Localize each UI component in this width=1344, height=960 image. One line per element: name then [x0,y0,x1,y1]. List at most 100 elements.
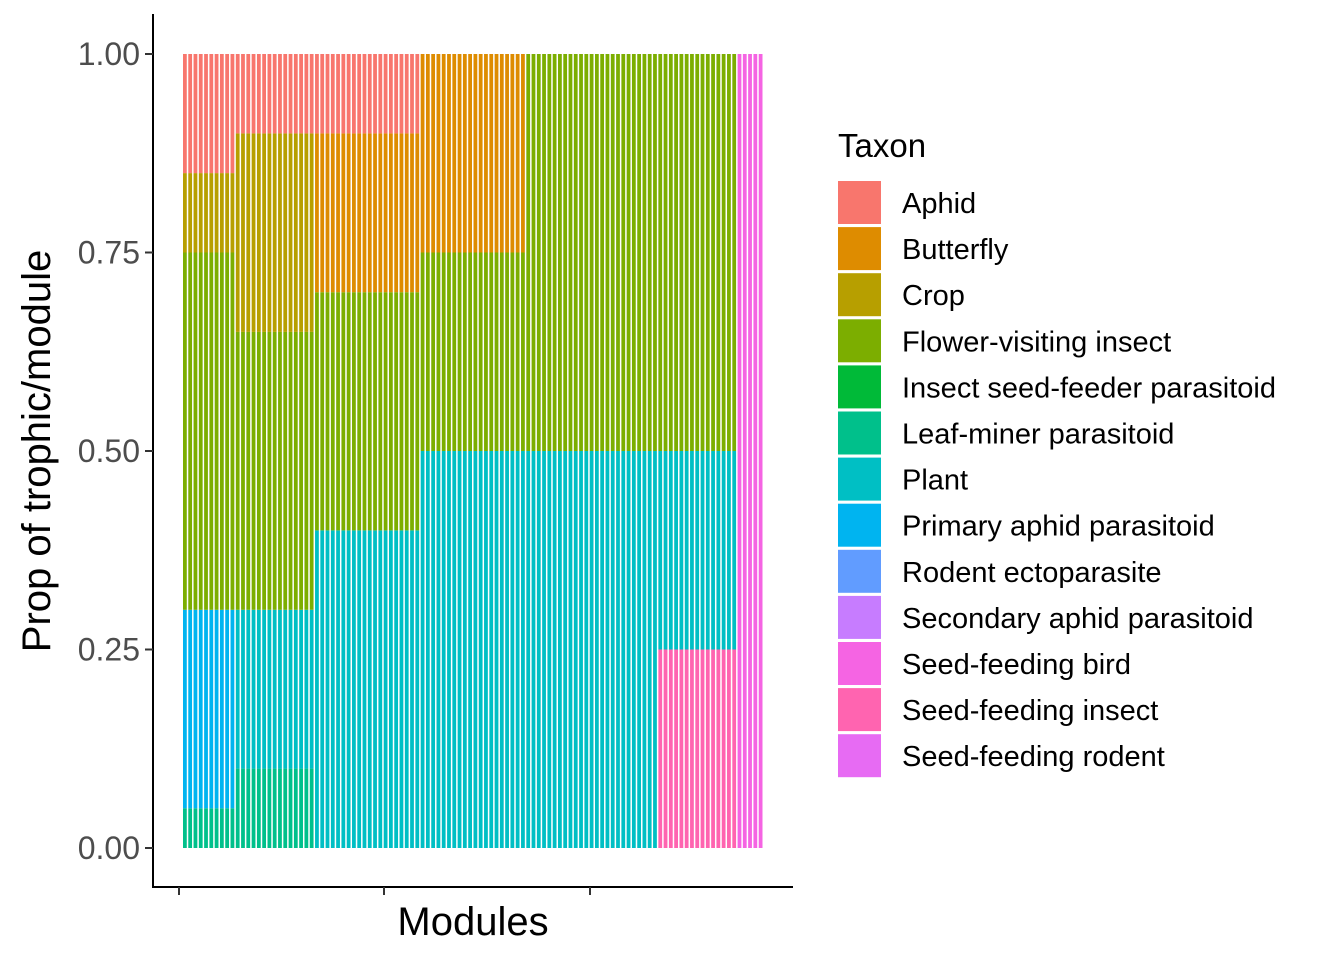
bar-segment [346,54,351,134]
bar-segment [204,173,208,253]
bar-segment [225,54,230,174]
bar-segment [510,451,515,848]
bar-segment [230,252,235,610]
bar-segment [616,451,620,848]
bar-segment [684,54,689,451]
bar-segment [235,331,240,610]
bar-segment [499,54,504,253]
bar-segment [214,609,219,809]
bar-segment [526,54,531,451]
bar-segment [410,133,414,293]
bar-segment [705,54,710,451]
bar-segment [267,54,272,134]
bar-segment [711,54,715,451]
bar-segment [336,54,340,134]
bar-segment [394,54,399,134]
bar-segment [325,54,330,134]
bar-segment [727,54,731,451]
bar-segment [679,649,684,848]
bar-segment [547,54,552,451]
bar-segment [204,808,208,848]
bar-segment [251,54,256,134]
bar-segment [420,252,425,451]
bar-segment [579,54,583,451]
bar-segment [563,451,568,848]
bar-segment [753,54,758,848]
bar-segment [373,530,377,848]
bar-segment [288,133,293,332]
bar-segment [320,54,325,134]
bar-segment [293,331,298,610]
bar-segment [716,54,721,451]
bar-segment [605,451,610,848]
legend-label: Butterfly [902,234,1009,266]
legend-key [838,365,881,409]
bar-segment [399,530,404,848]
bar-segment [378,133,383,293]
bar-segment [388,530,393,848]
bar-segment [262,331,267,610]
bar-segment [230,173,235,253]
bar-segment [568,451,573,848]
bar-segment [315,530,319,848]
bar-segment [558,451,562,848]
bar-segment [647,451,652,848]
bar-segment [309,54,314,134]
bar-segment [658,54,663,451]
bar-segment [241,609,245,769]
bar-segment [705,649,710,848]
bar-segment [225,173,230,253]
bar-segment [621,451,626,848]
bar-segment [283,609,288,769]
bar-segment [721,649,726,848]
legend-key [838,181,881,224]
bar-segment [441,451,446,848]
legend-key [838,411,881,455]
bar-segment [362,54,367,134]
bar-segment [447,54,451,253]
bar-segment [315,292,319,531]
bar-segment [241,54,245,134]
bar-segment [610,54,615,451]
bar-segment [573,451,578,848]
bar-segment [256,54,261,134]
bar-segment [684,451,689,650]
bar-segment [695,451,700,650]
bar-segment [690,649,694,848]
bar-segment [515,252,520,451]
bar-segment [357,530,362,848]
bar-segment [695,54,700,451]
bar-segment [626,451,631,848]
bar-segment [484,54,488,253]
y-tick-label: 0.00 [78,830,140,866]
bar-segment [219,252,224,610]
bar-segment [388,292,393,531]
bar-segment [278,331,282,610]
bar-segment [251,609,256,769]
bar-segment [193,808,198,848]
bar-segment [521,451,525,848]
bar-segment [309,331,314,610]
bar-segment [293,54,298,134]
bar-segment [441,54,446,253]
bar-segment [246,133,251,332]
bar-segment [399,54,404,134]
bar-segment [727,649,731,848]
bar-segment [515,451,520,848]
bar-segment [721,451,726,650]
legend-label: Seed-feeding bird [902,649,1131,681]
bar-segment [241,331,245,610]
bar-segment [256,609,261,769]
bar-segment [288,609,293,769]
bar-segment [383,133,388,293]
bar-segment [299,133,303,332]
bar-segment [278,133,282,332]
y-axis-ticks: 0.00 0.25 0.50 0.75 1.00 [78,36,153,866]
bar-segment [235,768,240,848]
bar-segment [732,649,737,848]
bar-segment [309,768,314,848]
bar-stacks [183,54,763,848]
bar-segment [214,54,219,174]
bar-segment [357,54,362,134]
bar-segment [193,609,198,809]
